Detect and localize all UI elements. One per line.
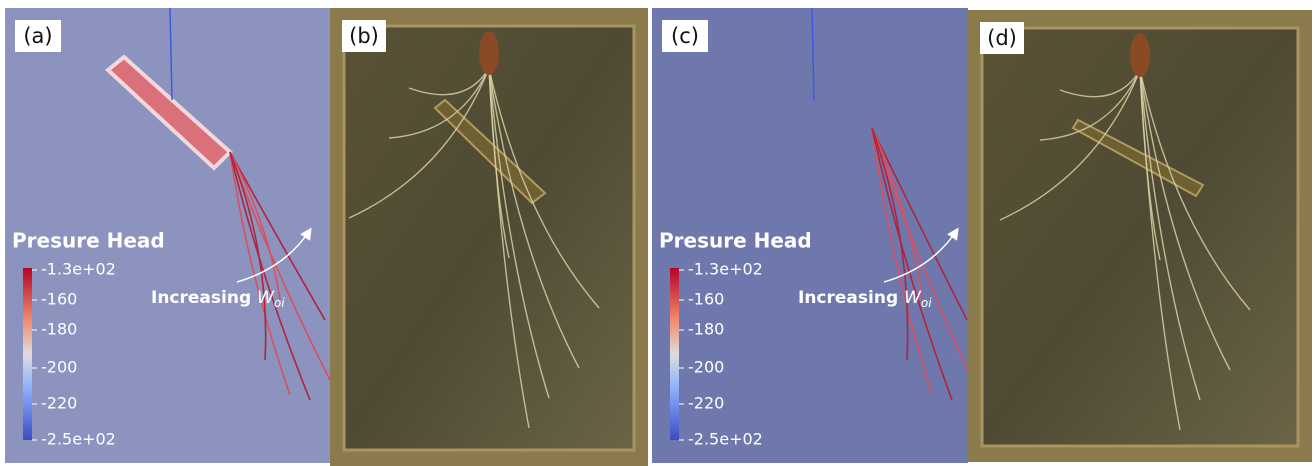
annotation: Increasing Woi	[151, 288, 285, 310]
colorbar-tick-label: -200	[41, 358, 77, 377]
seed	[1130, 33, 1150, 77]
colorbar	[23, 268, 32, 440]
colorbar-title: Presure Head	[12, 229, 165, 253]
annotation-symbol: W	[904, 288, 922, 308]
photo-panel: (b)	[330, 8, 648, 466]
colorbar-tick-label: -180	[688, 320, 724, 339]
annotation-text: Increasing	[151, 288, 251, 308]
annotation-text: Increasing	[798, 288, 898, 308]
seed	[479, 31, 499, 75]
figure: (a) Presure Head -1.3e+02 -160 -180 -200 -220 -…	[0, 0, 1315, 466]
colorbar-tick-label: -200	[688, 358, 724, 377]
colorbar-tick-label: -2.5e+02	[41, 430, 116, 449]
panel-label: (a)	[23, 24, 52, 48]
colorbar-tick-label: -160	[41, 290, 77, 309]
annotation-symbol: W	[257, 288, 275, 308]
colorbar-tick-label: -220	[41, 394, 77, 413]
panel-label: (b)	[349, 24, 379, 48]
panel-label: (c)	[671, 24, 699, 48]
colorbar-tick-label: -1.3e+02	[41, 260, 116, 279]
simulation-panel: (a) Presure Head -1.3e+02 -160 -180 -200 -220 -…	[5, 8, 330, 463]
colorbar-tick-label: -2.5e+02	[688, 430, 763, 449]
colorbar-tick-label: -160	[688, 290, 724, 309]
colorbar-tick-label: -180	[41, 320, 77, 339]
panel-label: (d)	[987, 26, 1017, 50]
colorbar-tick-label: -220	[688, 394, 724, 413]
annotation-subscript: oi	[921, 296, 932, 310]
photo-tank	[982, 28, 1298, 446]
colorbar	[670, 268, 679, 440]
annotation-subscript: oi	[274, 296, 285, 310]
annotation: Increasing Woi	[798, 288, 932, 310]
photo-panel: (d)	[968, 10, 1312, 462]
photo-tank	[344, 26, 634, 450]
colorbar-tick-label: -1.3e+02	[688, 260, 763, 279]
colorbar-title: Presure Head	[659, 229, 812, 253]
